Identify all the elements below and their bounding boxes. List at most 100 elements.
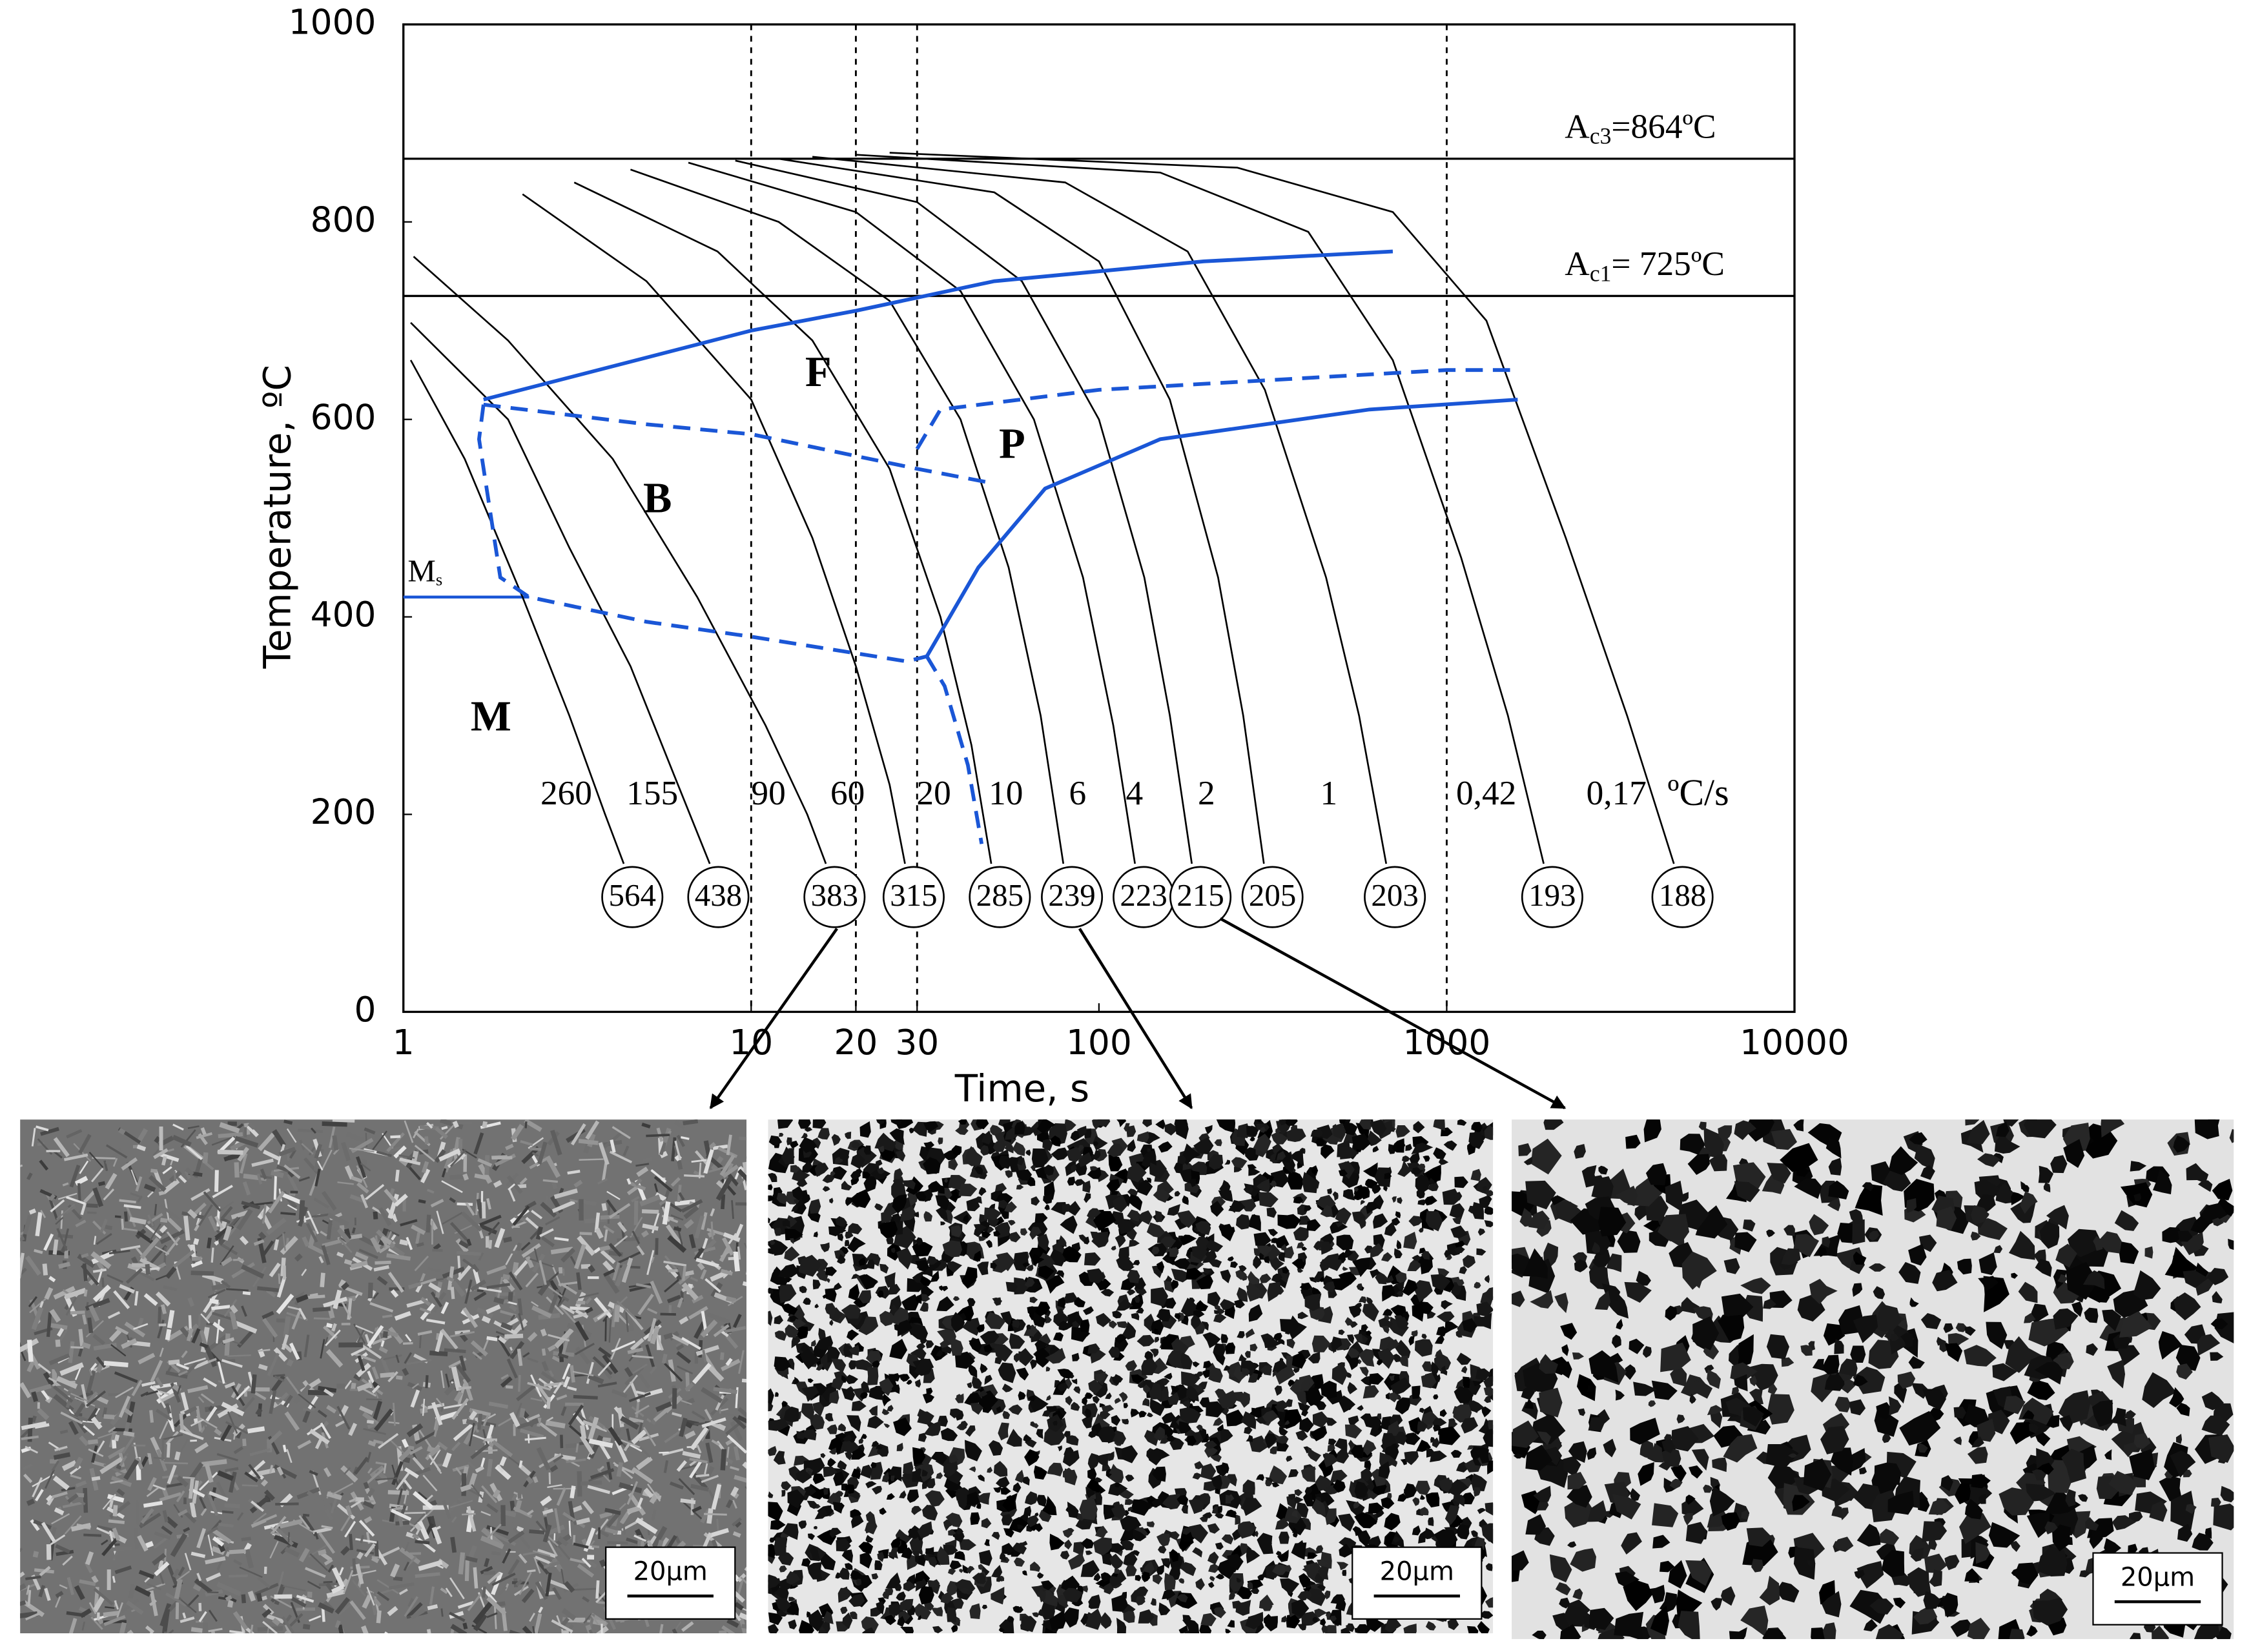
texture (449, 1331, 475, 1338)
texture (1112, 1194, 1128, 1213)
texture (500, 1376, 513, 1388)
texture (1115, 1334, 1128, 1344)
texture (349, 1600, 366, 1620)
texture (669, 1203, 683, 1212)
texture (207, 1533, 214, 1556)
texture (478, 1252, 484, 1261)
texture (1033, 1523, 1043, 1533)
texture (172, 1568, 180, 1578)
texture (1342, 1569, 1347, 1576)
texture (536, 1560, 550, 1575)
texture (1320, 1241, 1333, 1255)
texture (916, 1343, 926, 1350)
texture (145, 1625, 155, 1634)
texture (54, 1507, 65, 1516)
texture (545, 1420, 566, 1429)
texture (68, 1412, 88, 1422)
texture (242, 1484, 258, 1487)
texture (462, 1173, 469, 1181)
texture (391, 1233, 397, 1241)
texture (690, 1484, 709, 1492)
texture (516, 1383, 537, 1402)
texture (198, 1496, 207, 1509)
texture (839, 1567, 850, 1580)
texture (1004, 1143, 1014, 1154)
texture (394, 1310, 411, 1321)
texture (1396, 1239, 1402, 1250)
texture (1151, 1466, 1166, 1482)
texture (850, 1169, 861, 1180)
texture (528, 1414, 540, 1422)
texture (98, 1431, 118, 1439)
texture (181, 1305, 192, 1318)
texture (446, 1276, 455, 1283)
texture (242, 1438, 247, 1447)
texture (230, 1140, 246, 1151)
texture (145, 1224, 162, 1239)
texture (1452, 1217, 1461, 1225)
texture (133, 1528, 140, 1549)
cooling-curve (630, 168, 1065, 864)
texture (521, 1243, 541, 1258)
texture (90, 1416, 103, 1430)
texture (55, 1596, 61, 1608)
texture (814, 1525, 817, 1529)
texture (559, 1305, 577, 1324)
texture (1289, 1149, 1304, 1167)
texture (155, 1291, 171, 1307)
texture (551, 1182, 558, 1190)
texture (464, 1279, 473, 1304)
texture (991, 1565, 1003, 1578)
cooling-rate-label: 10 (989, 773, 1023, 812)
texture (318, 1256, 324, 1263)
texture (406, 1236, 413, 1250)
texture (324, 1509, 334, 1521)
texture (414, 1145, 435, 1162)
texture (270, 1170, 284, 1178)
texture (1342, 1266, 1349, 1271)
texture (86, 1370, 96, 1394)
texture (701, 1417, 726, 1428)
texture (1177, 1155, 1186, 1165)
texture (400, 1219, 418, 1227)
texture (75, 1480, 87, 1488)
texture (1204, 1440, 1218, 1449)
texture (1054, 1380, 1062, 1388)
texture (526, 1476, 534, 1485)
texture (153, 1148, 169, 1159)
texture (91, 1445, 98, 1463)
texture (48, 1353, 70, 1365)
texture (570, 1306, 590, 1311)
texture (163, 1285, 178, 1292)
texture (1112, 1430, 1126, 1445)
texture (799, 1285, 807, 1294)
texture (74, 1403, 86, 1418)
texture (224, 1333, 231, 1356)
texture (974, 1166, 983, 1175)
texture (320, 1272, 325, 1288)
texture (1095, 1312, 1111, 1327)
texture (768, 1445, 777, 1456)
texture (331, 1584, 345, 1594)
texture (545, 1572, 552, 1597)
texture (1266, 1207, 1277, 1218)
texture (1277, 1214, 1301, 1229)
texture (619, 1503, 626, 1510)
texture (702, 1532, 712, 1549)
texture (920, 1301, 929, 1312)
texture (404, 1542, 410, 1552)
texture (733, 1251, 740, 1272)
texture (1065, 1292, 1078, 1303)
texture (1297, 1624, 1306, 1631)
texture (810, 1413, 825, 1430)
texture (242, 1181, 251, 1196)
texture (542, 1179, 558, 1183)
texture (211, 1136, 235, 1146)
texture (1311, 1165, 1319, 1176)
texture (700, 1508, 712, 1524)
texture (1220, 1299, 1237, 1310)
texture (1318, 1306, 1333, 1324)
texture (327, 1212, 349, 1227)
texture (54, 1445, 68, 1452)
texture (538, 1378, 553, 1389)
